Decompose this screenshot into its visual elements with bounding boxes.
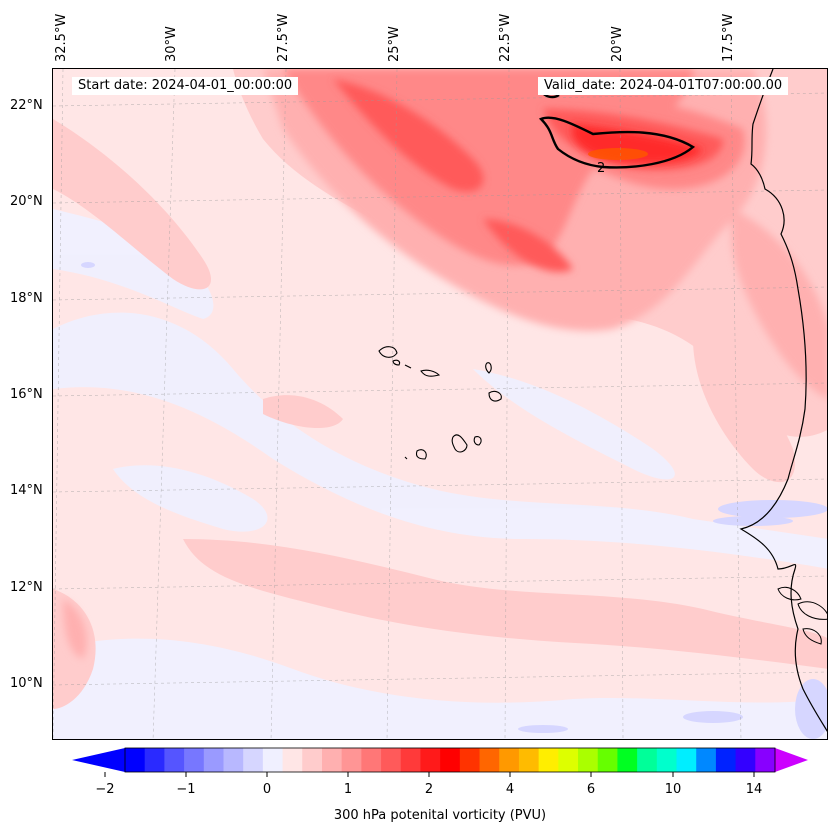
colorbar-segment	[282, 748, 303, 772]
colorbar-segment	[755, 748, 776, 772]
colorbar-segment	[321, 748, 343, 772]
start-date-label: Start date: 2024-04-01_00:00:00	[72, 77, 299, 95]
lon-label: 32.5°W	[54, 13, 69, 62]
lat-label: 12°N	[10, 580, 43, 595]
colorbar-segment	[302, 748, 323, 772]
colorbar-segment	[558, 748, 579, 772]
colorbar-arrow-high	[775, 748, 808, 772]
lon-label: 20°W	[610, 26, 625, 62]
pv-2-contour	[538, 116, 696, 169]
colorbar-segment	[479, 748, 500, 772]
colorbar-segment	[400, 748, 422, 772]
colorbar-segment	[144, 748, 165, 772]
colorbar-segment	[243, 748, 264, 772]
colorbar-tick-label: 0	[262, 782, 272, 797]
colorbar-tick-label: 14	[745, 782, 763, 797]
colorbar-arrow-low	[72, 748, 125, 772]
colorbar-segment	[262, 748, 284, 772]
colorbar	[72, 747, 808, 777]
lon-label: 17.5°W	[721, 13, 736, 62]
colorbar-segment	[164, 748, 185, 772]
colorbar-segment	[499, 748, 520, 772]
colorbar-segment	[597, 748, 619, 772]
negative-pv-bands	[53, 209, 827, 739]
colorbar-tick-label: −1	[176, 782, 196, 797]
colorbar-segment	[125, 748, 146, 772]
map-frame: 2	[52, 68, 828, 740]
colorbar-segment	[715, 748, 737, 772]
colorbar-segment	[735, 748, 756, 772]
coastal-islands	[777, 586, 827, 645]
blue-patches	[81, 156, 827, 739]
colorbar-tick-label: 4	[505, 782, 515, 797]
lat-label: 20°N	[10, 194, 43, 209]
lat-label: 18°N	[10, 291, 43, 306]
colorbar-title: 300 hPa potenital vorticity (PVU)	[333, 808, 547, 823]
colorbar-segment	[637, 748, 658, 772]
gridlines	[53, 69, 827, 739]
colorbar-segment	[459, 748, 481, 772]
colorbar-tick-label: 10	[664, 782, 682, 797]
lat-label: 14°N	[10, 483, 43, 498]
colorbar-segment	[676, 748, 697, 772]
pv-maximum-core	[588, 148, 648, 160]
lon-label: 30°W	[164, 26, 179, 62]
colorbar-segment	[578, 748, 599, 772]
colorbar-tick-label: 2	[424, 782, 434, 797]
colorbar-segment	[440, 748, 461, 772]
lat-label: 16°N	[10, 387, 43, 402]
colorbar-segment	[696, 748, 717, 772]
colorbar-segment	[420, 748, 441, 772]
lon-label: 27.5°W	[276, 13, 291, 62]
colorbar-segment	[341, 748, 362, 772]
contour-label: 2	[597, 161, 605, 176]
colorbar-segment	[518, 748, 540, 772]
colorbar-segment	[203, 748, 225, 772]
colorbar-tick-label: 1	[343, 782, 353, 797]
colorbar-segment	[617, 748, 638, 772]
colorbar-tick-label: −2	[95, 782, 115, 797]
cape-verde-islands	[378, 346, 502, 460]
pv-field-map: 2	[53, 69, 827, 739]
lon-label: 25°W	[387, 26, 402, 62]
lon-label: 22.5°W	[498, 13, 513, 62]
colorbar-segment	[538, 748, 559, 772]
coastline	[739, 69, 827, 732]
lat-label: 10°N	[10, 676, 43, 691]
valid-date-label: Valid_date: 2024-04-01T07:00:00.00	[538, 77, 789, 95]
colorbar-tick-label: 6	[586, 782, 596, 797]
colorbar-segment	[223, 748, 244, 772]
colorbar-segment	[381, 748, 402, 772]
colorbar-segment	[361, 748, 382, 772]
colorbar-segment	[656, 748, 678, 772]
colorbar-segment	[184, 748, 205, 772]
lat-label: 22°N	[10, 98, 43, 113]
